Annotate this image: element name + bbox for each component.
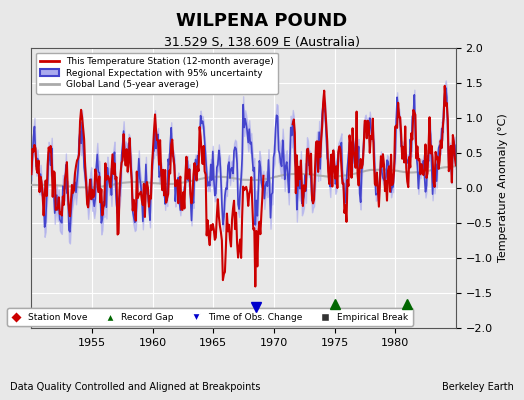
Text: WILPENA POUND: WILPENA POUND: [177, 12, 347, 30]
Y-axis label: Temperature Anomaly (°C): Temperature Anomaly (°C): [498, 114, 508, 262]
Legend: Station Move, Record Gap, Time of Obs. Change, Empirical Break: Station Move, Record Gap, Time of Obs. C…: [7, 308, 412, 326]
Text: Data Quality Controlled and Aligned at Breakpoints: Data Quality Controlled and Aligned at B…: [10, 382, 261, 392]
Text: Berkeley Earth: Berkeley Earth: [442, 382, 514, 392]
Text: 31.529 S, 138.609 E (Australia): 31.529 S, 138.609 E (Australia): [164, 36, 360, 49]
